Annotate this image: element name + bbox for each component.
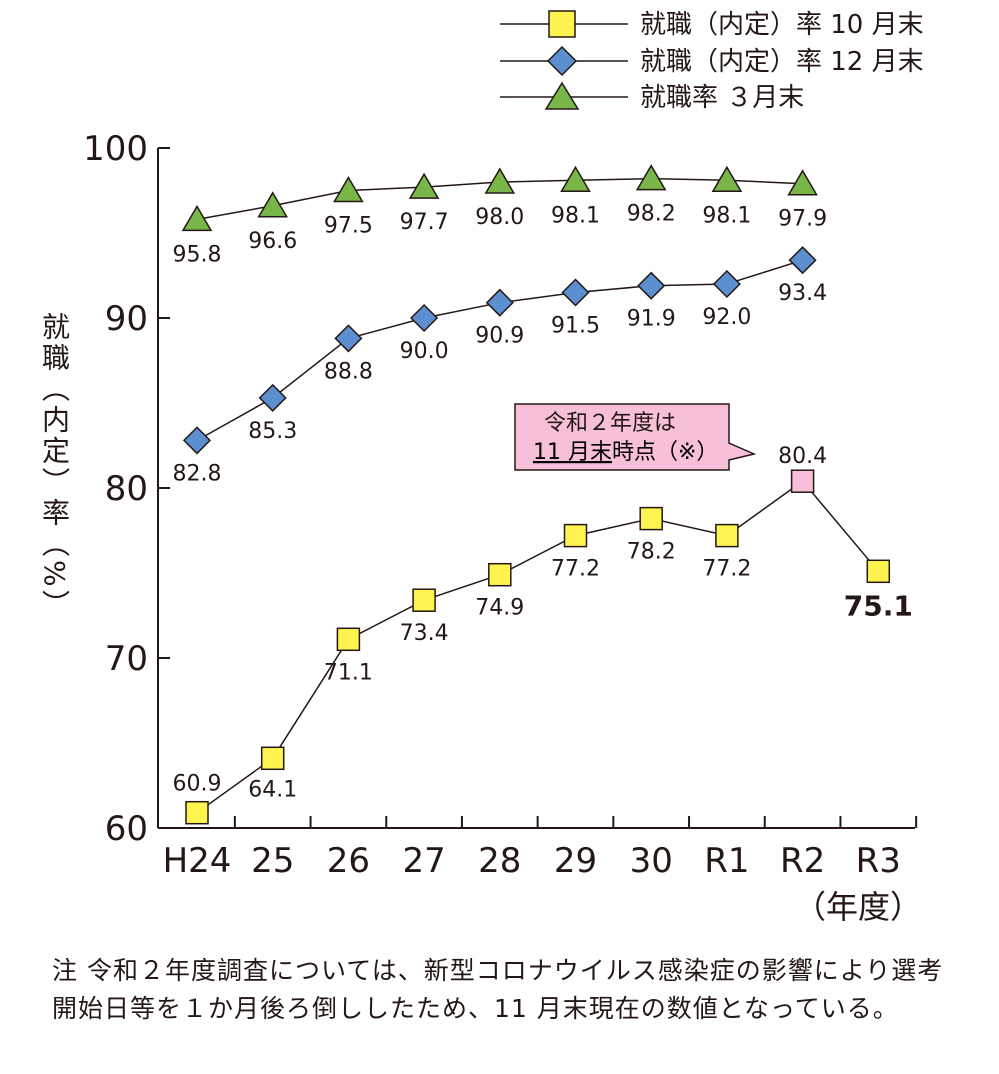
data-label: 90.0 bbox=[400, 339, 449, 364]
triangle-marker bbox=[408, 172, 440, 199]
series-markers bbox=[181, 164, 891, 825]
data-label: 77.2 bbox=[551, 557, 600, 582]
data-label: 98.1 bbox=[551, 203, 600, 228]
callout-line-2: 11 月末時点（※） bbox=[533, 440, 718, 465]
y-tick-label: 60 bbox=[105, 809, 148, 849]
diamond-marker bbox=[712, 269, 741, 299]
x-tick-label: R1 bbox=[704, 841, 749, 881]
legend-item-12-month: 就職（内定）率 12 月末 bbox=[500, 45, 924, 77]
data-label: 95.8 bbox=[173, 242, 222, 267]
legend-label-12-month: 就職（内定）率 12 月末 bbox=[640, 47, 924, 77]
data-label: 77.2 bbox=[702, 557, 751, 582]
legend-label-3-month: 就職率 ３月末 bbox=[640, 83, 804, 113]
data-label: 85.3 bbox=[248, 419, 297, 444]
triangle-marker bbox=[635, 164, 667, 191]
triangle-marker bbox=[333, 176, 364, 203]
diamond-marker bbox=[410, 303, 439, 333]
callout-rest-text: 時点（※） bbox=[612, 440, 718, 465]
data-label: 98.0 bbox=[475, 205, 524, 230]
data-labels: 60.9 64.1 71.1 73.4 74.9 77.2 78.2 77.2 80.4 75.1… bbox=[173, 202, 913, 803]
callout-line-1: 令和２年度は bbox=[544, 411, 676, 436]
x-tick-label: R2 bbox=[780, 841, 825, 881]
legend: 就職（内定）率 10 月末 就職（内定）率 12 月末 就職率 ３月末 bbox=[500, 10, 924, 113]
square-marker bbox=[260, 746, 285, 771]
data-label: 91.5 bbox=[551, 314, 600, 339]
legend-label-10-month: 就職（内定）率 10 月末 bbox=[640, 10, 924, 40]
x-tick-label: 27 bbox=[402, 841, 445, 881]
legend-diamond-marker bbox=[546, 45, 578, 77]
y-tick-label: 80 bbox=[105, 469, 148, 509]
data-label: 91.9 bbox=[627, 307, 676, 332]
y-tick-label: 100 bbox=[83, 129, 148, 169]
data-label: 75.1 bbox=[844, 589, 913, 622]
x-tick-label: R3 bbox=[856, 841, 901, 881]
footnote: 注 令和２年度調査については、新型コロナウイルス感染症の影響により選考開始日等を… bbox=[52, 956, 944, 1023]
y-tick-label: 90 bbox=[105, 299, 148, 339]
data-label: 90.9 bbox=[475, 324, 524, 349]
x-tick-label: 26 bbox=[327, 841, 370, 881]
square-marker bbox=[412, 588, 436, 612]
chart-axes: 60 70 80 90 100 H24 25 26 27 28 29 30 R1 R2 R3 bbox=[83, 129, 918, 881]
data-label: 60.9 bbox=[173, 772, 222, 797]
series-line-0 bbox=[196, 480, 879, 814]
data-label: 80.4 bbox=[778, 444, 827, 469]
diamond-marker bbox=[334, 324, 363, 353]
callout-bubble bbox=[514, 403, 757, 471]
series-lines bbox=[196, 177, 879, 814]
callout-underlined-text: 11 月末 bbox=[533, 440, 612, 465]
diamond-marker bbox=[182, 426, 212, 455]
legend-triangle-marker bbox=[544, 81, 580, 110]
data-label: 73.4 bbox=[400, 621, 449, 646]
square-marker bbox=[639, 506, 663, 531]
square-marker bbox=[336, 627, 361, 652]
data-label: 97.5 bbox=[324, 214, 373, 239]
data-label: 88.8 bbox=[324, 359, 373, 384]
data-label: 97.7 bbox=[400, 210, 449, 235]
x-tick-label: 29 bbox=[554, 841, 597, 881]
square-marker bbox=[185, 800, 209, 825]
x-tick-label: H24 bbox=[163, 841, 232, 881]
callout-box: 令和２年度は 11 月末時点（※） bbox=[514, 403, 757, 471]
triangle-marker bbox=[787, 169, 818, 196]
data-label: 71.1 bbox=[324, 660, 373, 685]
data-label: 93.4 bbox=[778, 281, 827, 306]
square-marker bbox=[715, 523, 739, 548]
legend-item-10-month: 就職（内定）率 10 月末 bbox=[500, 10, 924, 40]
x-tick-label: 25 bbox=[251, 841, 294, 881]
triangle-marker bbox=[560, 165, 591, 193]
data-label: 98.2 bbox=[627, 202, 676, 227]
square-marker bbox=[790, 469, 815, 493]
square-marker bbox=[866, 559, 891, 584]
x-tick-label: 28 bbox=[478, 841, 521, 881]
diamond-marker bbox=[485, 288, 514, 317]
diamond-marker bbox=[561, 278, 590, 307]
triangle-marker bbox=[711, 165, 743, 193]
data-label: 64.1 bbox=[248, 777, 297, 802]
y-tick-label: 70 bbox=[105, 639, 148, 679]
data-label: 92.0 bbox=[702, 305, 751, 330]
data-label: 74.9 bbox=[475, 596, 524, 621]
data-label: 78.2 bbox=[627, 540, 676, 565]
line-chart: 60 70 80 90 100 H24 25 26 27 28 29 30 R1 R2 R3 60.9 64.… bbox=[83, 10, 924, 926]
diamond-marker bbox=[258, 383, 287, 412]
triangle-marker bbox=[181, 204, 213, 232]
diamond-marker bbox=[788, 246, 817, 275]
square-marker bbox=[488, 562, 512, 587]
legend-square-marker bbox=[548, 10, 576, 38]
square-marker bbox=[563, 523, 588, 548]
data-label: 97.9 bbox=[778, 207, 827, 232]
legend-item-3-month: 就職率 ３月末 bbox=[500, 81, 804, 113]
data-label: 96.6 bbox=[248, 229, 297, 254]
diamond-marker bbox=[637, 271, 666, 300]
y-axis-label: 就職（内定）率（%） bbox=[38, 312, 71, 621]
data-label: 98.1 bbox=[702, 203, 751, 228]
triangle-marker bbox=[257, 191, 289, 218]
x-tick-label: 30 bbox=[630, 841, 673, 881]
data-label: 82.8 bbox=[173, 461, 222, 486]
triangle-marker bbox=[484, 167, 516, 194]
x-axis-unit-label: （年度） bbox=[794, 888, 922, 926]
